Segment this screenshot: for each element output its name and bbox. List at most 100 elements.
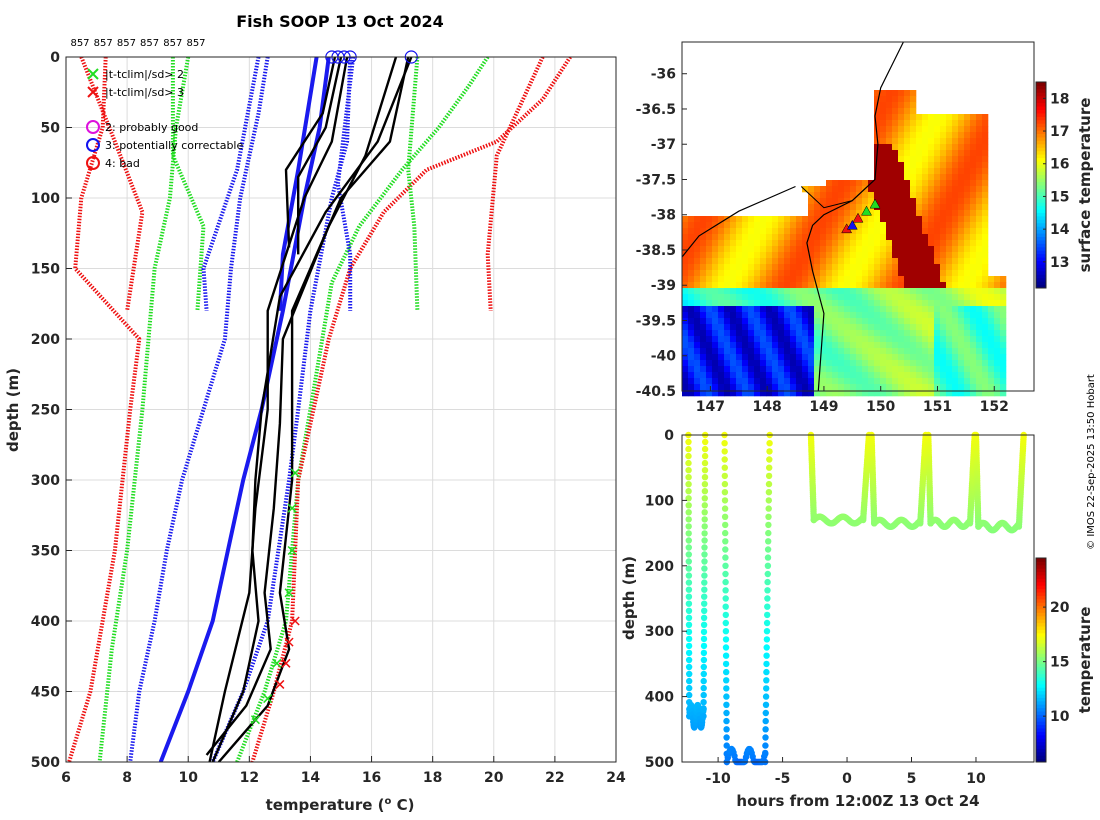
sst-cell — [910, 360, 917, 367]
sst-cell — [796, 294, 803, 301]
sst-cell — [922, 330, 929, 337]
sst-cell — [802, 276, 809, 283]
ship-track — [841, 198, 881, 234]
colorbar-segment — [1036, 233, 1046, 237]
sst-cell — [958, 132, 965, 139]
sst-cell — [784, 366, 791, 373]
sst-cell — [892, 372, 899, 379]
sst-cell — [688, 294, 695, 301]
sst-cell — [832, 360, 839, 367]
sst-cell — [754, 354, 761, 361]
sst-cell — [928, 210, 935, 217]
sst-cell — [856, 342, 863, 349]
sst-cell — [856, 270, 863, 277]
sst-cell — [934, 240, 941, 247]
sst-cell — [748, 306, 755, 313]
sst-cell — [952, 348, 959, 355]
sst-cell — [808, 384, 815, 391]
cast-point — [721, 440, 728, 447]
sst-cell — [874, 300, 881, 307]
sst-cell — [736, 360, 743, 367]
series-line — [211, 57, 413, 762]
sst-cell — [712, 306, 719, 313]
td-axes-frame — [681, 434, 1035, 763]
cast-point — [763, 628, 771, 635]
sst-cell — [844, 378, 851, 385]
sst-cell — [910, 366, 917, 373]
sst-cell — [964, 180, 971, 187]
sst-cell — [970, 168, 977, 175]
sst-cell — [904, 318, 911, 325]
sst-cell — [934, 270, 941, 277]
sst-cell — [946, 378, 953, 385]
sst-cell — [730, 306, 737, 313]
sst-cell — [682, 390, 689, 397]
sst-cell — [916, 144, 923, 151]
sst-cell — [898, 330, 905, 337]
sst-cell — [880, 114, 887, 121]
sst-cell — [778, 216, 785, 223]
cast-point — [685, 537, 692, 544]
sst-cell — [898, 126, 905, 133]
sst-cell — [880, 258, 887, 265]
sst-cell — [772, 258, 779, 265]
colorbar-segment — [1036, 257, 1046, 262]
sst-cell — [850, 360, 857, 367]
colorbar-segment — [1036, 595, 1046, 600]
colorbar-segment — [1036, 136, 1046, 141]
cast-point — [764, 562, 772, 569]
sst-cell — [880, 144, 887, 151]
sst-cell — [730, 360, 737, 367]
sst-cell — [940, 384, 947, 391]
cast-point — [762, 693, 770, 700]
sst-cell — [832, 318, 839, 325]
sst-cell — [712, 264, 719, 271]
sst-cell — [724, 288, 731, 295]
sst-cell — [946, 168, 953, 175]
sst-cell — [748, 348, 755, 355]
sst-cell — [682, 294, 689, 301]
sst-cell — [994, 276, 1001, 283]
sst-cell — [760, 258, 767, 265]
sst-cell — [868, 306, 875, 313]
cast-point — [701, 579, 708, 586]
sst-cell — [916, 342, 923, 349]
sst-cell — [958, 204, 965, 211]
sst-cell — [856, 312, 863, 319]
sst-cell — [766, 288, 773, 295]
sst-cell — [754, 348, 761, 355]
sst-cell — [700, 228, 707, 235]
x-tick-label: 8 — [122, 770, 132, 786]
sst-cell — [958, 252, 965, 259]
sst-cell — [904, 186, 911, 193]
cast-point — [722, 644, 730, 651]
sst-cell — [934, 312, 941, 319]
cast-point — [762, 726, 769, 733]
sst-cell — [898, 366, 905, 373]
sst-cell — [982, 354, 989, 361]
sst-cell — [706, 372, 713, 379]
sst-cell — [964, 162, 971, 169]
cast-point — [723, 668, 730, 676]
sst-cell — [700, 336, 707, 343]
colorbar-segment — [1036, 178, 1046, 183]
sst-cell — [772, 264, 779, 271]
sst-cell — [748, 336, 755, 343]
cast-point — [685, 579, 693, 586]
sst-cell — [808, 246, 815, 253]
cast-point — [700, 670, 707, 678]
sst-cell — [844, 204, 851, 211]
sst-cell — [706, 384, 713, 391]
sst-cell — [730, 384, 737, 391]
colorbar-segment — [1036, 619, 1046, 624]
track-marker — [846, 219, 858, 230]
sst-cell — [718, 318, 725, 325]
sst-cell — [880, 228, 887, 235]
sst-cell — [742, 240, 749, 247]
sst-cell — [802, 252, 809, 259]
sst-cell — [838, 180, 845, 187]
sst-cell — [778, 276, 785, 283]
colorbar-segment — [1036, 598, 1046, 603]
sst-cell — [730, 336, 737, 343]
sst-cell — [730, 294, 737, 301]
